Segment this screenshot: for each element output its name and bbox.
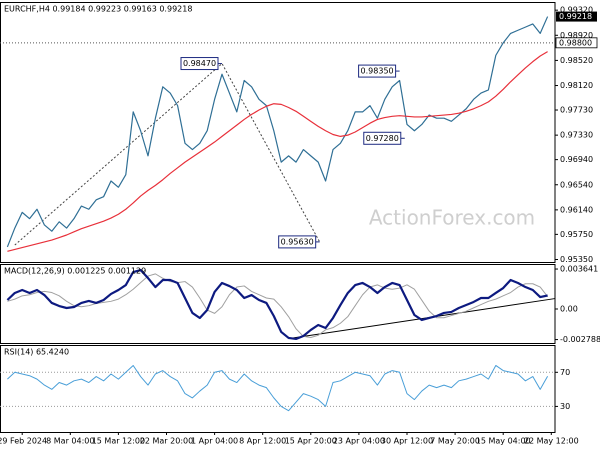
y-tick-label: -0.002788 [560,335,600,344]
panel-frame [0,264,556,344]
last-price-box [556,11,597,22]
y-tick-label: 30 [560,402,570,411]
x-tick-label: 15 Apr 20:00 [285,437,337,446]
y-tick-label: 70 [560,368,570,377]
y-tick-label: 0.98920 [560,31,593,40]
x-tick-label: 29 Feb 2024 [0,437,47,446]
annotation-label: 0.95630 [281,237,314,246]
y-tick-label: 0.003641 [560,265,598,274]
watermark: ActionForex.com [369,206,535,230]
annotation-box [358,64,397,78]
annotation-label: 0.98470 [183,59,216,68]
x-tick-label: 15 May 04:00 [476,437,531,446]
x-tick-label: 22 Mar 20:00 [140,437,193,446]
panel-title: MACD(12,26,9) 0.001225 0.001129 [4,267,146,276]
series-line [7,51,548,252]
panel-frame [0,2,556,263]
annotation-box [278,235,317,249]
annotation-box [180,57,219,71]
series-line [7,364,549,412]
y-tick-label: 0.97730 [560,106,593,115]
h-line-label: 0.98800 [559,38,592,47]
series-line [6,16,549,248]
x-tick-label: 30 Apr 12:00 [381,437,433,446]
panel-title: EURCHF,H4 0.99184 0.99223 0.99163 0.9921… [4,5,192,14]
x-tick-label: 23 Apr 04:00 [333,437,385,446]
h-line-label-box [555,37,598,49]
panel-title: RSI(14) 65.4240 [4,348,69,357]
y-tick-label: 0.98520 [560,56,593,65]
y-tick-label: 0.96140 [560,205,593,214]
annotation-label: 0.98350 [361,67,394,76]
y-tick-label: 0.96940 [560,155,593,164]
y-tick-label: 0.95750 [560,230,593,239]
annotation-box [363,131,402,145]
y-tick-label: 0.96540 [560,180,593,189]
x-tick-label: 1 Apr 04:00 [191,437,238,446]
y-tick-label: 0.98120 [560,81,593,90]
x-tick-label: 8 Mar 04:00 [46,437,94,446]
annotation-label: 0.97280 [366,134,399,143]
y-tick-label: 0.97330 [560,131,593,140]
series-line [6,268,548,341]
x-tick-label: 8 Apr 12:00 [239,437,286,446]
panel-frame [0,345,556,433]
trendline [288,298,556,340]
x-tick-label: 15 Mar 12:00 [92,437,145,446]
last-price-label: 0.99218 [559,12,592,21]
x-tick-label: 22 May 12:00 [524,437,579,446]
x-tick-label: 7 May 20:00 [430,437,480,446]
y-tick-label: 0.95350 [560,255,593,264]
y-tick-label: 0.00 [560,304,578,313]
y-tick-label: 0.99320 [560,6,593,15]
